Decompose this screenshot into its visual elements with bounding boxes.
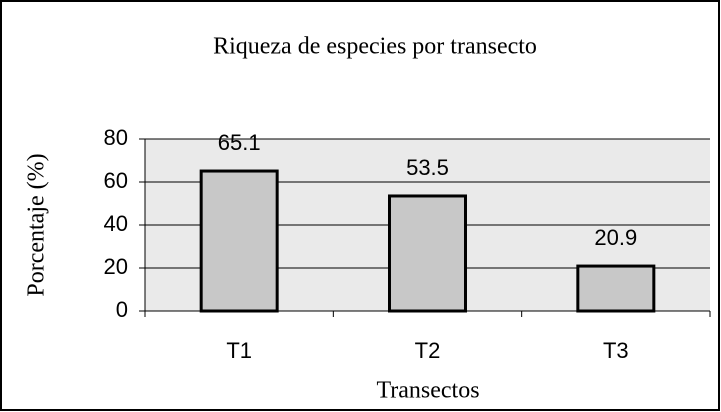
chart-title: Riqueza de especies por transecto xyxy=(213,34,537,60)
data-label: 65.1 xyxy=(218,130,261,155)
data-label: 53.5 xyxy=(406,155,449,180)
x-tick-label: T2 xyxy=(415,338,441,363)
bar xyxy=(199,169,279,313)
y-tick-label: 60 xyxy=(104,168,128,193)
y-tick-label: 80 xyxy=(104,125,128,150)
y-tick-label: 40 xyxy=(104,211,128,236)
bar xyxy=(576,264,656,313)
x-axis-label: Transectos xyxy=(376,378,479,404)
x-tick-label: T1 xyxy=(226,338,252,363)
y-tick-label: 20 xyxy=(104,254,128,279)
data-label: 20.9 xyxy=(594,225,637,250)
x-tick-label: T3 xyxy=(603,338,629,363)
bar xyxy=(388,194,467,313)
y-axis-label: Porcentaje (%) xyxy=(24,153,50,296)
y-tick-label: 0 xyxy=(116,297,128,322)
